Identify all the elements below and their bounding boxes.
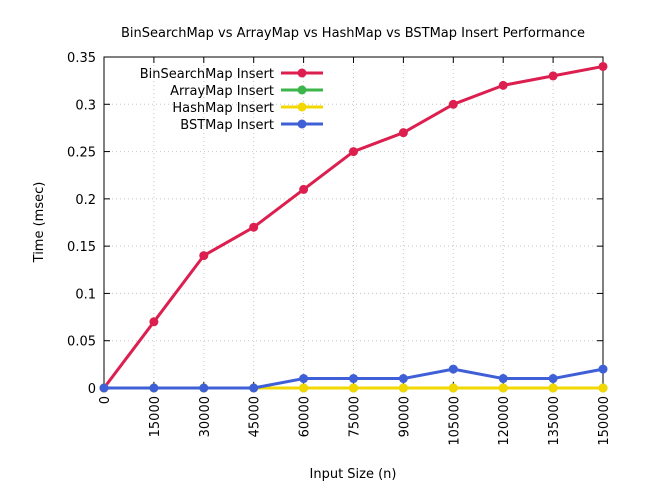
x-tick-label: 15000 <box>148 396 163 437</box>
data-point <box>199 383 209 393</box>
chart-title: BinSearchMap vs ArrayMap vs HashMap vs B… <box>121 26 585 41</box>
y-tick-label: 0.05 <box>67 335 96 350</box>
data-point <box>199 251 209 261</box>
data-point <box>598 364 608 374</box>
y-tick-label: 0.25 <box>67 146 96 161</box>
y-tick-label: 0.2 <box>75 193 96 208</box>
legend-entry: BinSearchMap Insert <box>140 67 323 82</box>
x-tick-label: 105000 <box>447 396 462 446</box>
data-point <box>598 383 608 393</box>
data-point <box>249 383 259 393</box>
y-tick-label: 0.15 <box>67 240 96 255</box>
data-point <box>349 374 358 384</box>
data-point <box>299 383 309 393</box>
data-point <box>548 374 558 384</box>
data-point <box>398 128 408 138</box>
legend-entry: BSTMap Insert <box>180 118 323 133</box>
legend: BinSearchMap Insert ArrayMap Insert HashMa… <box>140 67 323 133</box>
x-tick-label: 120000 <box>497 396 512 446</box>
series-lines <box>99 61 608 393</box>
legend-entry: ArrayMap Insert <box>170 84 323 99</box>
data-point <box>548 71 558 81</box>
data-point <box>249 222 259 232</box>
data-point <box>349 383 358 393</box>
data-point <box>99 383 109 393</box>
y-tick-label: 0.1 <box>75 287 96 302</box>
data-point <box>149 383 159 393</box>
x-tick-label: 150000 <box>597 396 612 446</box>
data-point <box>299 184 309 194</box>
axis-ticks: 0 0.05 0.1 0.15 0.2 0.25 0.3 0.35 0 15000 30000 450… <box>67 51 612 446</box>
x-tick-label: 75000 <box>348 396 363 437</box>
y-axis-title: Time (msec) <box>32 182 47 264</box>
x-tick-label: 60000 <box>298 396 313 437</box>
data-point <box>598 61 608 71</box>
legend-label: BinSearchMap Insert <box>140 67 274 82</box>
x-tick-label: 45000 <box>248 396 263 437</box>
x-tick-label: 90000 <box>397 396 412 437</box>
y-tick-label: 0 <box>88 382 96 397</box>
data-point <box>149 317 159 327</box>
x-axis-title: Input Size (n) <box>310 467 397 482</box>
y-tick-label: 0.3 <box>75 98 96 113</box>
data-point <box>498 80 508 90</box>
x-tick-label: 135000 <box>547 396 562 446</box>
legend-swatch-point <box>297 85 307 95</box>
legend-entry: HashMap Insert <box>172 101 323 116</box>
legend-swatch-point <box>297 68 307 78</box>
data-point <box>448 383 458 393</box>
legend-label: HashMap Insert <box>172 101 274 116</box>
data-point <box>398 374 408 384</box>
y-tick-label: 0.35 <box>67 51 96 66</box>
legend-swatch-point <box>297 102 307 112</box>
data-point <box>548 383 558 393</box>
x-tick-label: 30000 <box>198 396 213 437</box>
legend-label: BSTMap Insert <box>180 118 274 133</box>
data-point <box>398 383 408 393</box>
series-3 <box>99 364 608 393</box>
legend-label: ArrayMap Insert <box>170 84 274 99</box>
x-tick-label: 0 <box>98 396 113 404</box>
legend-swatch-point <box>297 119 307 129</box>
data-point <box>349 147 358 157</box>
data-point <box>448 364 458 374</box>
data-point <box>498 374 508 384</box>
data-point <box>448 99 458 109</box>
data-point <box>498 383 508 393</box>
data-point <box>299 374 309 384</box>
